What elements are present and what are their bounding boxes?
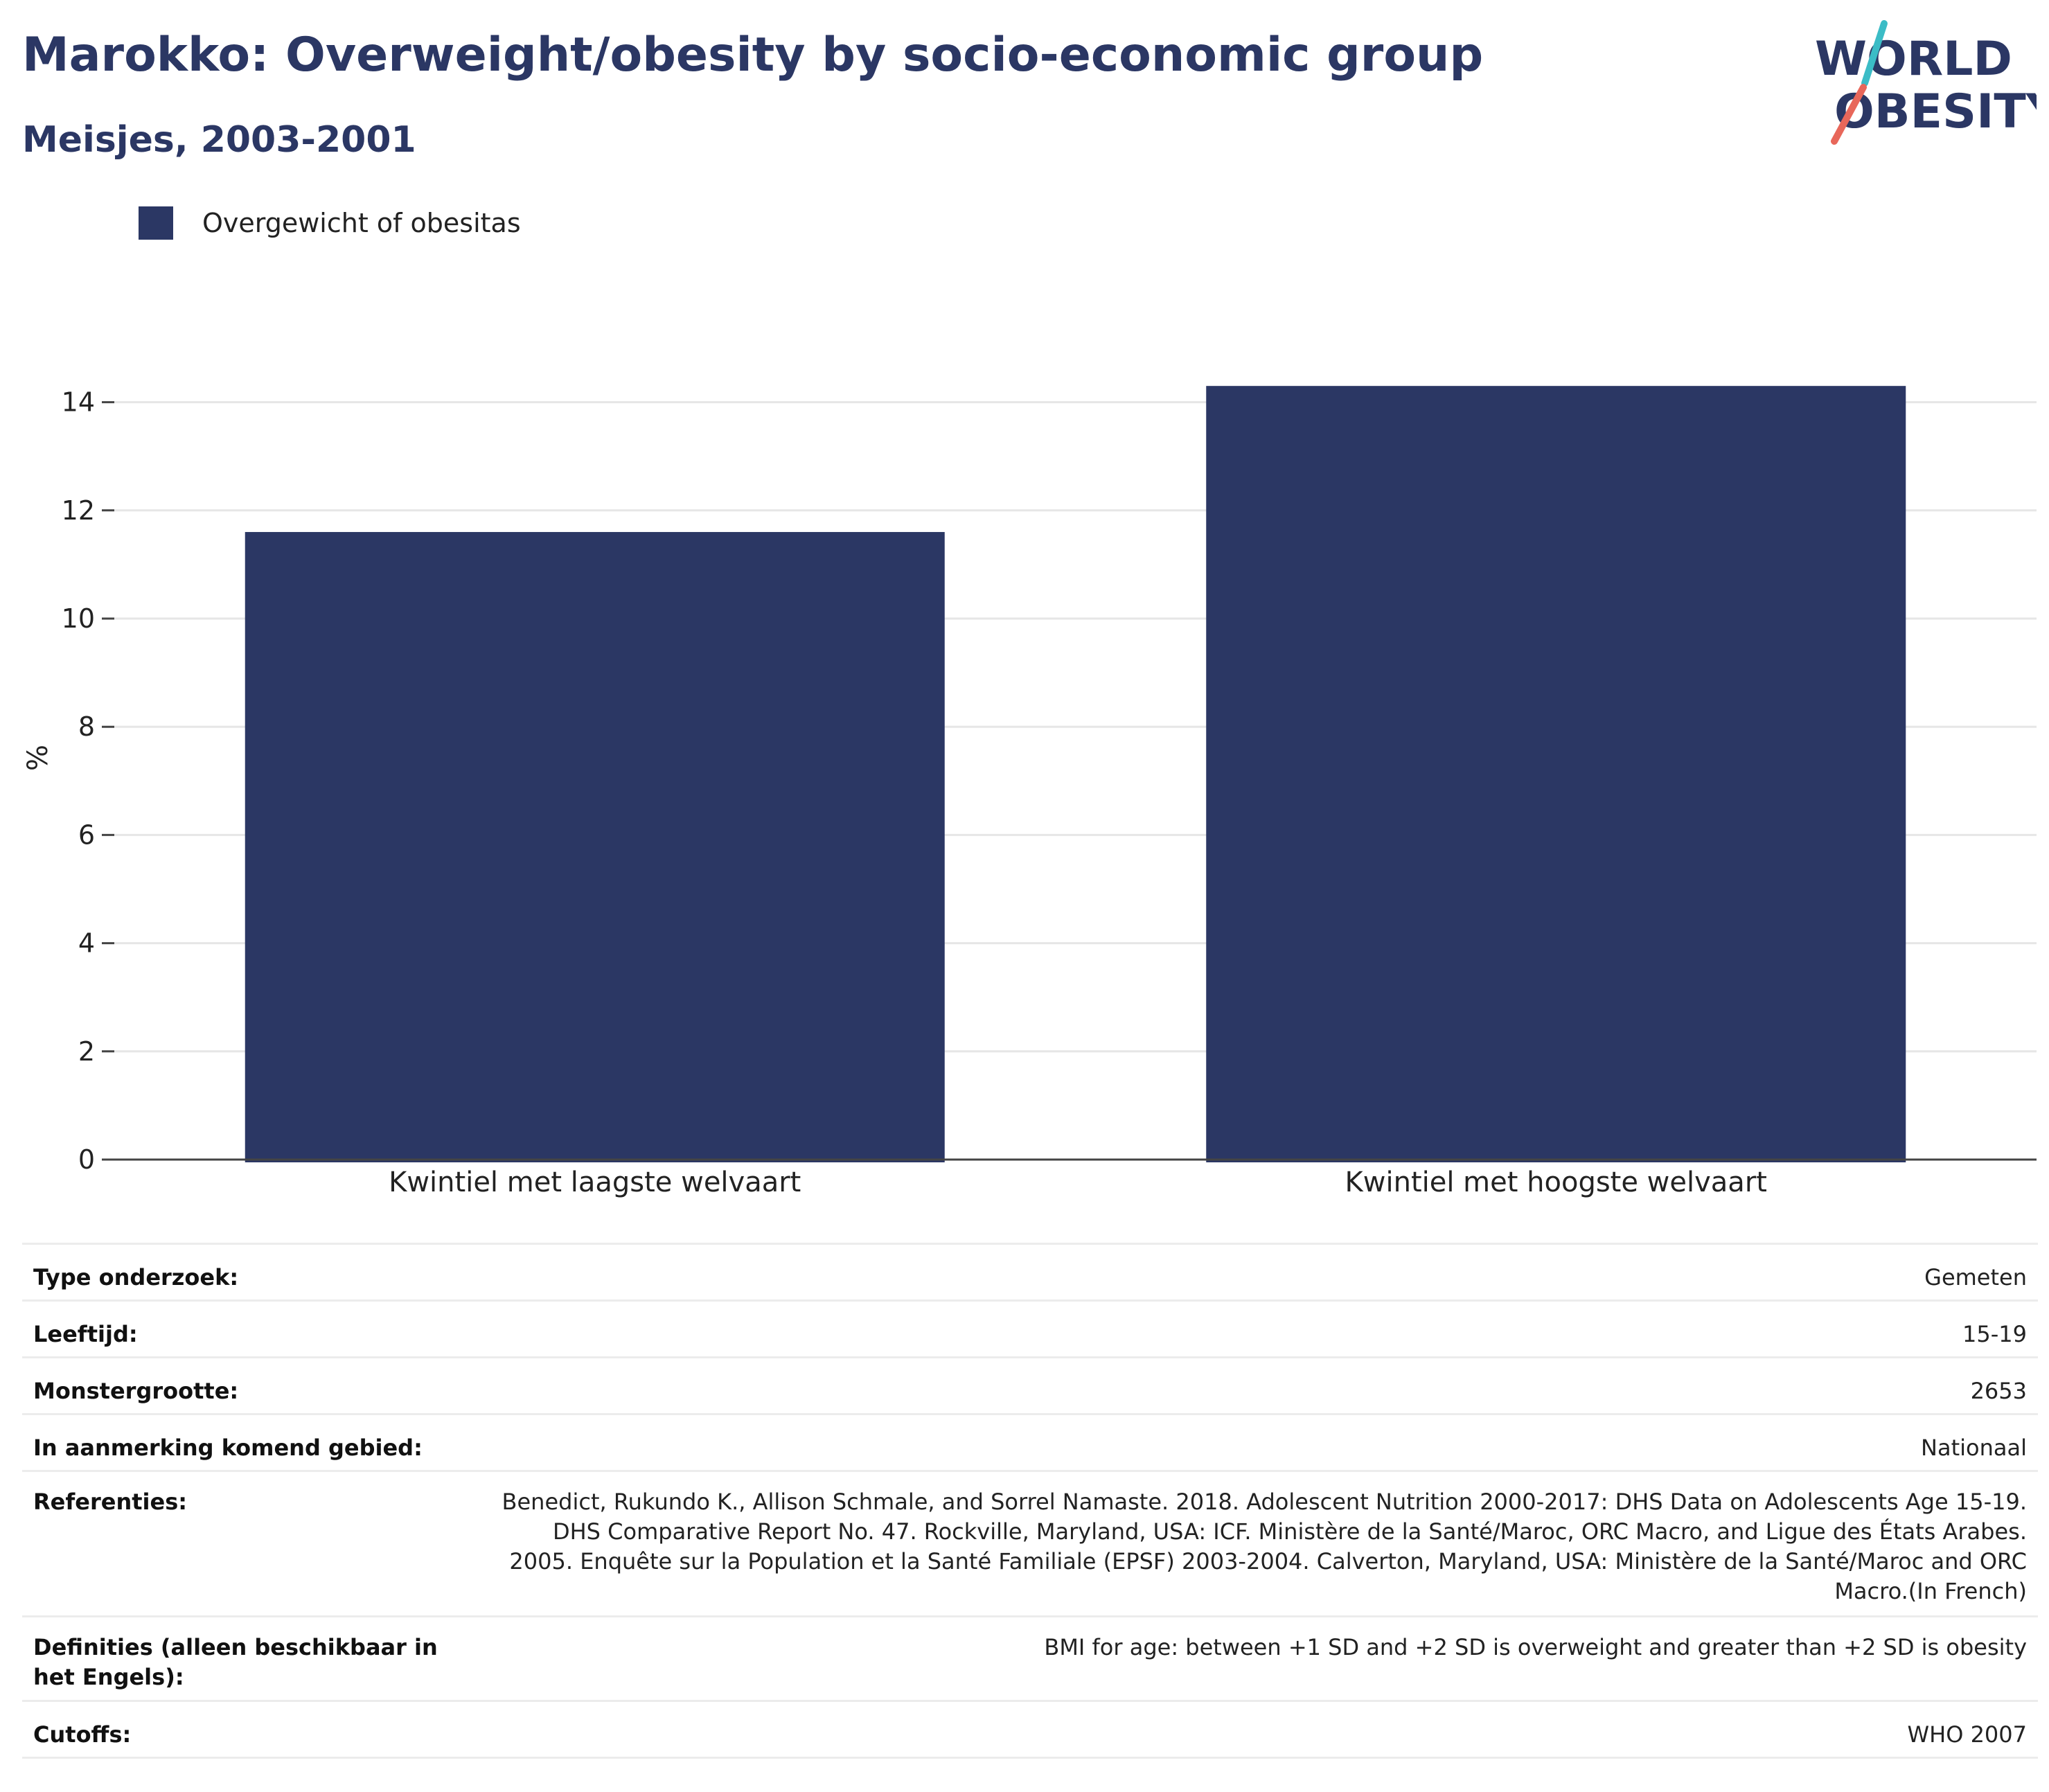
info-row: Monstergrootte: 2653 (22, 1356, 2038, 1415)
y-tick-label: 8 (78, 711, 95, 742)
legend-label: Overgewicht of obesitas (202, 208, 521, 238)
info-value: 15-19 (488, 1299, 2038, 1358)
info-row: Leeftijd: 15-19 (22, 1299, 2038, 1358)
y-tick-label: 4 (78, 928, 95, 959)
logo-line1: WORLD (1815, 32, 2012, 87)
info-value: BMI for age: between +1 SD and +2 SD is … (488, 1615, 2038, 1702)
bar (1206, 386, 1906, 1163)
info-label: Referenties: (22, 1470, 488, 1617)
y-tick-label: 0 (78, 1144, 95, 1175)
info-label: Monstergrootte: (22, 1356, 488, 1415)
info-row: Type onderzoek: Gemeten (22, 1243, 2038, 1302)
logo-slash-top (1861, 20, 1888, 87)
chart-title: Marokko: Overweight/obesity by socio-eco… (22, 28, 1484, 82)
info-label: In aanmerking komend gebied: (22, 1413, 488, 1472)
y-tick-label: 2 (78, 1036, 95, 1067)
info-row: In aanmerking komend gebied: Nationaal (22, 1413, 2038, 1472)
y-tick-label: 6 (78, 819, 95, 850)
logo-line2: OBESITY (1834, 85, 2037, 139)
info-label: Definities (alleen beschikbaar in het En… (22, 1615, 488, 1702)
x-category-label: Kwintiel met laagste welvaart (389, 1166, 801, 1198)
chart-legend: Overgewicht of obesitas (139, 206, 521, 240)
info-label: Type onderzoek: (22, 1243, 488, 1302)
world-obesity-logo: WORLD OBESITY (1815, 20, 2037, 145)
info-table: Type onderzoek: Gemeten Leeftijd: 15-19 Mons… (22, 1243, 2038, 1759)
info-label: Leeftijd: (22, 1299, 488, 1358)
info-value: Gemeten (488, 1243, 2038, 1302)
y-tick-label: 14 (62, 387, 95, 418)
info-value: Nationaal (488, 1413, 2038, 1472)
info-row: Referenties: Benedict, Rukundo K., Alliso… (22, 1470, 2038, 1617)
bar-chart: 0 2 4 6 8 10 12 14% Kwintiel met laagste welvaar… (22, 386, 2037, 1198)
y-tick-label: 12 (62, 495, 95, 526)
chart-subtitle: Meisjes, 2003-2001 (22, 119, 416, 161)
info-value: Benedict, Rukundo K., Allison Schmale, a… (488, 1470, 2038, 1617)
info-row: Definities (alleen beschikbaar in het En… (22, 1615, 2038, 1702)
info-value: 2653 (488, 1356, 2038, 1415)
legend-swatch (139, 206, 173, 240)
info-label: Cutoffs: (22, 1700, 488, 1759)
y-tick-label: 10 (62, 603, 95, 634)
bar (245, 532, 945, 1162)
y-axis-label: % (22, 745, 54, 771)
info-value: WHO 2007 (488, 1700, 2038, 1759)
logo-slash-bottom (1831, 84, 1867, 145)
info-row: Cutoffs: WHO 2007 (22, 1700, 2038, 1759)
x-category-label: Kwintiel met hoogste welvaart (1345, 1166, 1767, 1198)
